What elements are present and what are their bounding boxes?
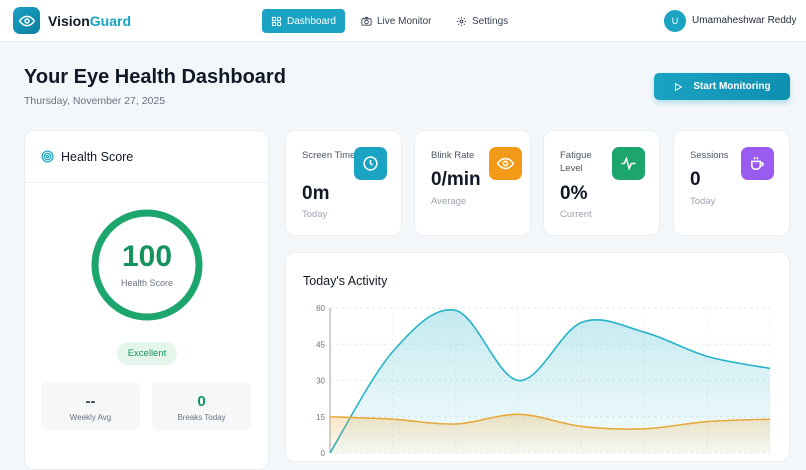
camera-icon: [361, 16, 372, 26]
target-icon: [41, 150, 54, 163]
logo-eye-icon[interactable]: [13, 7, 40, 34]
activity-title: Today's Activity: [303, 274, 388, 288]
brand-name[interactable]: VisionGuard: [48, 13, 131, 29]
nav-dashboard-label: Dashboard: [287, 15, 336, 27]
y-tick-label: 15: [316, 413, 325, 422]
stat-value: 0: [690, 169, 701, 190]
coffee-icon: [741, 147, 774, 180]
stat-value: 0/min: [431, 169, 481, 190]
health-score-ring: [91, 209, 203, 321]
health-score-ring-progress: [91, 209, 203, 321]
start-monitoring-label: Start Monitoring: [693, 81, 771, 92]
eye-icon: [489, 147, 522, 180]
pulse-icon: [612, 147, 645, 180]
stat-card-screen-time: Screen Time 0m Today: [285, 130, 402, 236]
page-date: Thursday, November 27, 2025: [24, 95, 166, 107]
health-score-header: Health Score: [25, 131, 268, 183]
y-tick-label: 30: [316, 377, 325, 386]
stat-label: Sessions: [690, 150, 729, 161]
stat-sub: Today: [302, 209, 328, 220]
play-icon: [675, 82, 683, 91]
weekly-avg-value: --: [85, 393, 96, 410]
weekly-avg-box: -- Weekly Avg: [41, 382, 140, 430]
y-tick-label: 60: [316, 304, 325, 313]
brand-part2: Guard: [89, 13, 131, 29]
nav-settings[interactable]: Settings: [447, 9, 517, 33]
nav-dashboard[interactable]: Dashboard: [262, 9, 345, 33]
activity-chart: 60 45 30 15 0: [316, 304, 771, 458]
nav-live-monitor[interactable]: Live Monitor: [352, 9, 440, 33]
stat-label: Screen Time: [302, 150, 356, 161]
start-monitoring-button[interactable]: Start Monitoring: [654, 73, 790, 100]
weekly-avg-label: Weekly Avg: [69, 413, 112, 422]
status-badge: Excellent: [117, 342, 177, 365]
health-score-title: Health Score: [61, 149, 134, 164]
dashboard-icon: [271, 16, 282, 26]
y-tick-label: 0: [321, 449, 326, 458]
stat-value: 0m: [302, 183, 330, 204]
gear-icon: [456, 16, 467, 26]
stat-sub: Average: [431, 196, 467, 207]
breaks-today-value: 0: [197, 393, 206, 410]
stat-value: 0%: [560, 183, 588, 204]
y-tick-label: 45: [316, 340, 325, 349]
stat-card-blink-rate: Blink Rate 0/min Average: [414, 130, 531, 236]
stat-label: Blink Rate: [431, 150, 475, 161]
series-line-2: [329, 413, 771, 430]
nav-live-monitor-label: Live Monitor: [377, 15, 432, 27]
stat-sub: Current: [560, 209, 592, 220]
user-name[interactable]: Umamaheshwar Reddy: [692, 15, 797, 26]
brand-part1: Vision: [48, 13, 90, 29]
page-title: Your Eye Health Dashboard: [24, 66, 286, 88]
stat-label: Fatigue Level: [560, 150, 592, 174]
breaks-today-box: 0 Breaks Today: [152, 382, 251, 430]
breaks-today-label: Breaks Today: [177, 413, 226, 422]
stat-sub: Today: [690, 196, 716, 207]
health-score-card: Health Score 100 Health Score Excellent …: [24, 130, 269, 470]
top-navbar: VisionGuard Dashboard Live Monitor Setti…: [0, 0, 806, 42]
series-area-1: [330, 309, 770, 453]
clock-icon: [354, 147, 387, 180]
avatar[interactable]: U: [664, 10, 686, 32]
activity-card: Today's Activity 60 45 30 15 0: [285, 252, 790, 462]
stat-card-fatigue-level: Fatigue Level 0% Current: [543, 130, 660, 236]
health-score-value: 100: [121, 240, 173, 273]
nav-settings-label: Settings: [472, 15, 509, 27]
series-line-1: [329, 308, 771, 454]
stat-card-sessions: Sessions 0 Today: [673, 130, 790, 236]
health-score-label: Health Score: [120, 278, 174, 288]
